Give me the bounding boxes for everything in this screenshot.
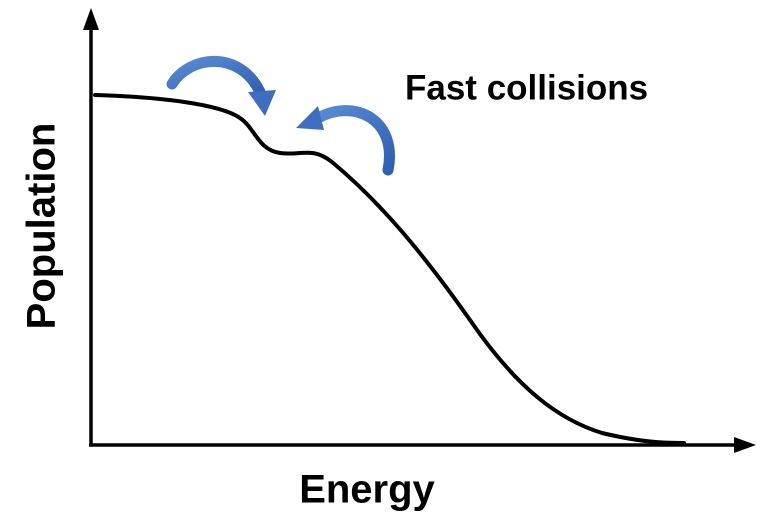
arrow-head [248,90,276,116]
arrow-body [166,55,266,98]
population-curve [93,93,686,445]
collision-arrow-1 [166,55,276,116]
y-axis-arrowhead [83,8,99,30]
annotation: Fast collisions [405,68,648,107]
x-axis-label: Energy [299,468,435,512]
arrow-head [296,106,324,130]
x-axis-arrowhead [734,437,756,453]
y-axis-label: Population [20,123,64,330]
arrow-body [312,105,395,176]
collision-arrow-2 [296,105,395,176]
